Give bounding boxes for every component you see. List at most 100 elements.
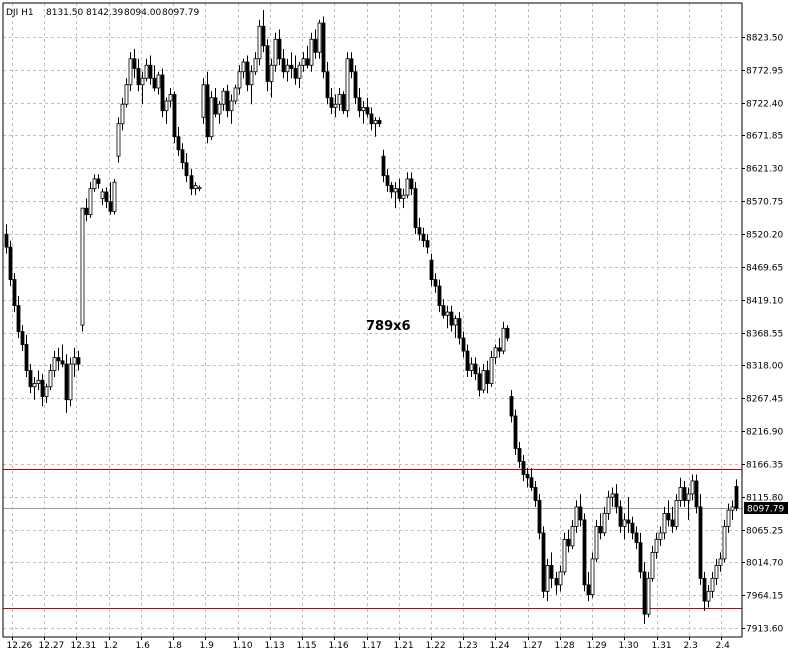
- candle-body-up: [690, 480, 695, 495]
- candle: [714, 558, 719, 585]
- header-low: 8094.00: [124, 8, 161, 18]
- price-tick-label: 8216.90: [746, 428, 783, 438]
- time-tick-label: 1.8: [168, 641, 183, 651]
- candle: [257, 19, 262, 66]
- candle: [136, 58, 141, 92]
- candle: [698, 493, 703, 585]
- candle: [517, 441, 522, 468]
- candle-body-down: [213, 97, 218, 115]
- candle-body-down: [505, 327, 510, 339]
- candle-body-down: [437, 285, 442, 306]
- candle-body-down: [225, 90, 230, 112]
- candle-body-down: [369, 113, 374, 125]
- candle-body-down: [148, 64, 153, 79]
- candle: [120, 97, 125, 131]
- candle: [52, 351, 57, 378]
- price-tick-label: 8318.00: [746, 362, 783, 372]
- candle: [148, 55, 153, 85]
- candle-body-down: [670, 519, 675, 527]
- candle: [281, 49, 286, 79]
- price-tick-label: 8671.85: [746, 132, 783, 142]
- candle: [112, 178, 117, 215]
- candle: [140, 71, 145, 105]
- candle: [582, 513, 587, 592]
- candle-body-up: [269, 64, 274, 82]
- candle-body-down: [389, 185, 394, 193]
- candle: [345, 52, 350, 118]
- candle-body-up: [237, 71, 242, 89]
- candle-body-down: [84, 207, 89, 216]
- candle-body-up: [493, 347, 498, 358]
- candle-body-down: [353, 71, 358, 99]
- candle: [132, 49, 137, 79]
- candle-body-up: [44, 386, 49, 397]
- candle: [197, 185, 202, 192]
- candle: [726, 503, 731, 533]
- candle-body-down: [421, 233, 426, 242]
- candle-body-down: [293, 68, 298, 79]
- price-tick-label: 8419.10: [746, 297, 783, 307]
- candle: [337, 87, 342, 111]
- candle: [730, 500, 735, 520]
- candle-body-up: [570, 526, 575, 547]
- candle: [437, 279, 442, 313]
- candle: [361, 100, 366, 124]
- candle-body-up: [48, 370, 53, 388]
- candle-body-down: [281, 58, 286, 73]
- candle-body-up: [68, 363, 73, 401]
- candle-body-down: [529, 477, 534, 488]
- candle: [578, 493, 583, 527]
- candle-body-up: [88, 188, 93, 216]
- candle-body-down: [329, 97, 334, 108]
- candle-body-up: [718, 558, 723, 566]
- candle-body-down: [313, 38, 318, 53]
- candle-body-down: [449, 311, 454, 326]
- candle-body-down: [136, 68, 141, 86]
- candle-body-down: [614, 493, 619, 508]
- candle: [48, 364, 53, 391]
- candle-body-up: [156, 74, 161, 89]
- header-high: 8142.39: [86, 8, 123, 18]
- candle-body-down: [413, 188, 418, 229]
- price-tick-label: 8570.75: [746, 198, 783, 208]
- candle: [64, 354, 69, 413]
- candle: [473, 357, 478, 381]
- candle: [84, 198, 89, 222]
- candle: [497, 338, 502, 358]
- candle-body-down: [20, 331, 25, 345]
- candle-body-up: [686, 493, 691, 501]
- candle: [722, 519, 727, 563]
- candle-body-down: [457, 318, 462, 339]
- price-tick-label: 8772.95: [746, 67, 783, 77]
- candle: [28, 364, 33, 394]
- candle: [293, 55, 298, 85]
- candle-body-up: [36, 379, 41, 384]
- time-tick-label: 1.23: [458, 641, 478, 651]
- current-price-marker: 8097.79: [744, 502, 788, 515]
- candle-body-up: [297, 64, 302, 79]
- candle-body-down: [397, 188, 402, 199]
- candle-body-down: [16, 305, 21, 332]
- candle: [213, 87, 218, 118]
- header: DJI H1 8131.50 8142.39 8094.00 8097.79: [6, 8, 199, 18]
- candle: [533, 480, 538, 507]
- candle: [273, 32, 278, 72]
- candle: [24, 334, 29, 378]
- time-tick-label: 1.30: [619, 641, 639, 651]
- candle-body-up: [144, 64, 149, 79]
- candle-body-down: [698, 506, 703, 579]
- time-tick-label: 12.27: [39, 641, 65, 651]
- candle: [666, 500, 671, 527]
- candle: [193, 182, 198, 196]
- candle: [88, 182, 93, 218]
- price-tick-label: 7964.15: [746, 592, 783, 602]
- candle-body-down: [289, 64, 294, 69]
- candle-body-up: [558, 571, 563, 586]
- time-tick-label: 1.6: [136, 641, 151, 651]
- candle-body-down: [76, 357, 81, 365]
- candle-body-up: [197, 186, 202, 190]
- candle-body-down: [104, 191, 109, 203]
- candle-body-up: [128, 58, 133, 86]
- candle: [249, 65, 254, 105]
